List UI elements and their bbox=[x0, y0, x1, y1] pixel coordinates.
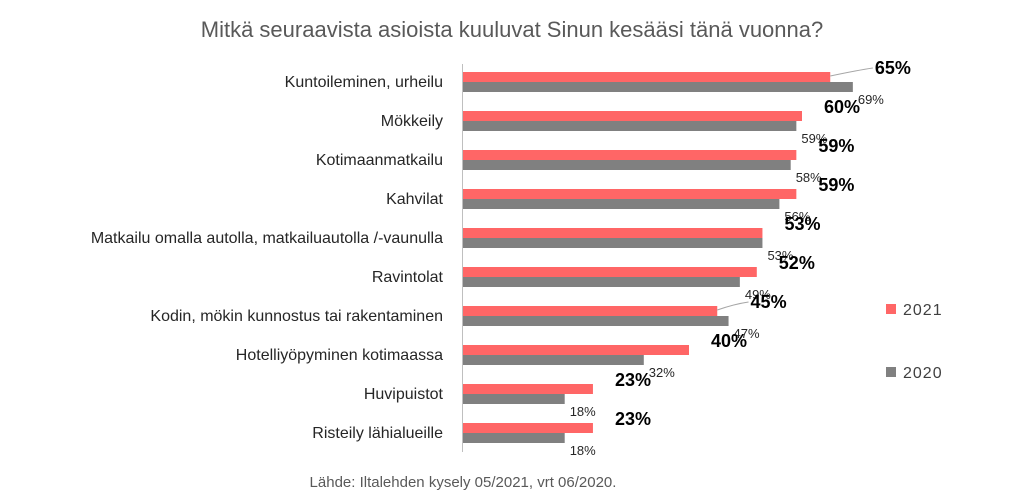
bar-2020 bbox=[463, 82, 853, 92]
data-label-2020: 32% bbox=[649, 365, 675, 380]
category-label: Kuntoileminen, urheilu bbox=[285, 74, 443, 91]
data-label-2021: 40% bbox=[711, 331, 747, 351]
bar-2020 bbox=[463, 199, 780, 209]
data-label-2020: 18% bbox=[570, 443, 596, 458]
bar-2021 bbox=[463, 72, 831, 82]
bar-2020 bbox=[463, 238, 763, 248]
data-labels: 65%69%60%59%59%58%59%56%53%53%52%49%45%4… bbox=[570, 58, 911, 458]
chart-title: Mitkä seuraavista asioista kuuluvat Sinu… bbox=[201, 17, 823, 42]
category-labels: Kuntoileminen, urheilu Mökkeily Kotimaanma… bbox=[91, 74, 444, 442]
bar-2020 bbox=[463, 160, 791, 170]
bars bbox=[463, 72, 853, 443]
legend-label-2020: 2020 bbox=[903, 365, 943, 382]
leader-line bbox=[830, 67, 873, 77]
bar-2020 bbox=[463, 316, 729, 326]
data-label-2021: 59% bbox=[818, 136, 854, 156]
bar-2021 bbox=[463, 423, 593, 433]
data-label-2020: 58% bbox=[796, 170, 822, 185]
bar-2021 bbox=[463, 267, 757, 277]
data-label-2020: 56% bbox=[784, 209, 810, 224]
data-label-2021: 23% bbox=[615, 370, 651, 390]
legend: 2021 2020 bbox=[886, 302, 943, 382]
bar-2021 bbox=[463, 228, 763, 238]
data-label-2020: 59% bbox=[801, 131, 827, 146]
bar-2021 bbox=[463, 111, 802, 121]
data-label-2021: 60% bbox=[824, 97, 860, 117]
category-label: Kahvilat bbox=[386, 191, 443, 208]
leader-line bbox=[717, 301, 749, 311]
data-label-2020: 18% bbox=[570, 404, 596, 419]
bar-2020 bbox=[463, 355, 644, 365]
bar-2020 bbox=[463, 394, 565, 404]
data-label-2021: 65% bbox=[875, 58, 911, 78]
bar-2021 bbox=[463, 306, 718, 316]
bar-2021 bbox=[463, 150, 797, 160]
bar-2020 bbox=[463, 433, 565, 443]
bar-2021 bbox=[463, 384, 593, 394]
bar-2020 bbox=[463, 121, 797, 131]
category-label: Mökkeily bbox=[381, 113, 443, 130]
legend-swatch-2021 bbox=[886, 304, 896, 314]
data-label-2021: 53% bbox=[784, 214, 820, 234]
category-label: Kodin, mökin kunnostus tai rakentaminen bbox=[150, 308, 443, 325]
category-label: Kotimaanmatkailu bbox=[316, 152, 443, 169]
category-label: Huvipuistot bbox=[364, 386, 444, 403]
bar-2021 bbox=[463, 345, 689, 355]
data-label-2020: 53% bbox=[767, 248, 793, 263]
data-label-2021: 59% bbox=[818, 175, 854, 195]
category-label: Matkailu omalla autolla, matkailuautolla… bbox=[91, 230, 443, 247]
data-label-2021: 23% bbox=[615, 409, 651, 429]
bar-2021 bbox=[463, 189, 797, 199]
source-note: Lähde: Iltalehden kysely 05/2021, vrt 06… bbox=[310, 474, 617, 491]
category-label: Hotelliyöpyminen kotimaassa bbox=[236, 347, 443, 364]
data-label-2020: 69% bbox=[858, 92, 884, 107]
legend-label-2021: 2021 bbox=[903, 302, 943, 319]
category-label: Risteily lähialueille bbox=[312, 425, 443, 442]
category-label: Ravintolat bbox=[372, 269, 444, 286]
data-label-2020: 49% bbox=[745, 287, 771, 302]
data-label-2021: 52% bbox=[779, 253, 815, 273]
data-label-2020: 47% bbox=[734, 326, 760, 341]
legend-swatch-2020 bbox=[886, 367, 896, 377]
bar-2020 bbox=[463, 277, 740, 287]
data-label-2021: 45% bbox=[751, 292, 787, 312]
